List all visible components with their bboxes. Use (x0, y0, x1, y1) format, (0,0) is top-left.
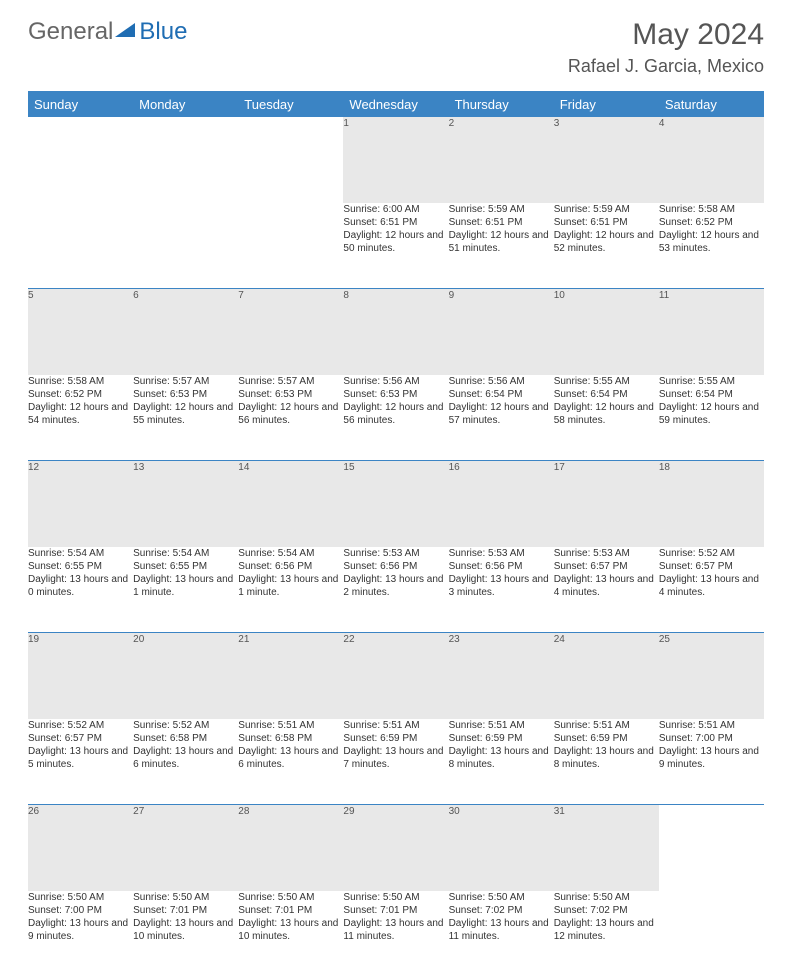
weekday-header: Monday (133, 93, 238, 117)
day-number: 31 (554, 805, 659, 891)
day-number-row: 12131415161718 (28, 461, 764, 547)
day-details-empty (238, 203, 343, 289)
day-details: Sunrise: 5:56 AMSunset: 6:53 PMDaylight:… (343, 375, 448, 461)
day-details: Sunrise: 5:50 AMSunset: 7:01 PMDaylight:… (238, 891, 343, 977)
day-details: Sunrise: 5:50 AMSunset: 7:02 PMDaylight:… (449, 891, 554, 977)
day-details: Sunrise: 5:54 AMSunset: 6:56 PMDaylight:… (238, 547, 343, 633)
day-details: Sunrise: 5:53 AMSunset: 6:56 PMDaylight:… (343, 547, 448, 633)
day-details-row: Sunrise: 5:52 AMSunset: 6:57 PMDaylight:… (28, 719, 764, 805)
day-details-empty (659, 891, 764, 977)
day-details: Sunrise: 5:58 AMSunset: 6:52 PMDaylight:… (659, 203, 764, 289)
day-number: 28 (238, 805, 343, 891)
header: General Blue May 2024 Rafael J. Garcia, … (28, 18, 764, 77)
day-details: Sunrise: 5:59 AMSunset: 6:51 PMDaylight:… (554, 203, 659, 289)
title-block: May 2024 Rafael J. Garcia, Mexico (568, 18, 764, 77)
weekday-header: Sunday (28, 93, 133, 117)
day-number: 9 (449, 289, 554, 375)
logo-text-1: General (28, 18, 113, 46)
day-number: 2 (449, 117, 554, 203)
day-number: 19 (28, 633, 133, 719)
day-details: Sunrise: 5:58 AMSunset: 6:52 PMDaylight:… (28, 375, 133, 461)
day-number: 17 (554, 461, 659, 547)
day-number: 23 (449, 633, 554, 719)
day-details: Sunrise: 5:51 AMSunset: 6:59 PMDaylight:… (554, 719, 659, 805)
day-number: 21 (238, 633, 343, 719)
weekday-header: Tuesday (238, 93, 343, 117)
day-number-empty (28, 117, 133, 203)
day-details: Sunrise: 5:53 AMSunset: 6:56 PMDaylight:… (449, 547, 554, 633)
weekday-header: Wednesday (343, 93, 448, 117)
day-number-row: 19202122232425 (28, 633, 764, 719)
day-number-empty (238, 117, 343, 203)
day-details: Sunrise: 5:57 AMSunset: 6:53 PMDaylight:… (238, 375, 343, 461)
day-number: 30 (449, 805, 554, 891)
day-number: 12 (28, 461, 133, 547)
day-details: Sunrise: 5:52 AMSunset: 6:57 PMDaylight:… (659, 547, 764, 633)
weekday-header: Friday (554, 93, 659, 117)
day-number: 5 (28, 289, 133, 375)
weekday-header: Thursday (449, 93, 554, 117)
day-details: Sunrise: 5:50 AMSunset: 7:00 PMDaylight:… (28, 891, 133, 977)
day-details-row: Sunrise: 5:50 AMSunset: 7:00 PMDaylight:… (28, 891, 764, 977)
day-number-empty (659, 805, 764, 891)
day-number-row: 1234 (28, 117, 764, 203)
day-number: 4 (659, 117, 764, 203)
logo-text-2: Blue (139, 18, 187, 46)
weekday-header-row: SundayMondayTuesdayWednesdayThursdayFrid… (28, 93, 764, 117)
day-details: Sunrise: 5:57 AMSunset: 6:53 PMDaylight:… (133, 375, 238, 461)
day-number: 11 (659, 289, 764, 375)
day-number-row: 262728293031 (28, 805, 764, 891)
day-number: 1 (343, 117, 448, 203)
day-details: Sunrise: 5:54 AMSunset: 6:55 PMDaylight:… (133, 547, 238, 633)
day-details: Sunrise: 5:51 AMSunset: 7:00 PMDaylight:… (659, 719, 764, 805)
day-details: Sunrise: 5:50 AMSunset: 7:01 PMDaylight:… (343, 891, 448, 977)
day-number: 27 (133, 805, 238, 891)
day-details-row: Sunrise: 5:58 AMSunset: 6:52 PMDaylight:… (28, 375, 764, 461)
day-number: 18 (659, 461, 764, 547)
day-number: 13 (133, 461, 238, 547)
day-number: 3 (554, 117, 659, 203)
day-details: Sunrise: 5:50 AMSunset: 7:02 PMDaylight:… (554, 891, 659, 977)
day-number: 22 (343, 633, 448, 719)
day-details-row: Sunrise: 5:54 AMSunset: 6:55 PMDaylight:… (28, 547, 764, 633)
day-number: 25 (659, 633, 764, 719)
day-number: 26 (28, 805, 133, 891)
day-details: Sunrise: 5:55 AMSunset: 6:54 PMDaylight:… (659, 375, 764, 461)
day-details: Sunrise: 5:50 AMSunset: 7:01 PMDaylight:… (133, 891, 238, 977)
day-details-empty (133, 203, 238, 289)
weekday-header: Saturday (659, 93, 764, 117)
day-number: 24 (554, 633, 659, 719)
month-title: May 2024 (568, 18, 764, 52)
day-details: Sunrise: 5:52 AMSunset: 6:57 PMDaylight:… (28, 719, 133, 805)
logo-triangle-icon (115, 18, 137, 46)
day-details-row: Sunrise: 6:00 AMSunset: 6:51 PMDaylight:… (28, 203, 764, 289)
day-details: Sunrise: 6:00 AMSunset: 6:51 PMDaylight:… (343, 203, 448, 289)
day-number: 20 (133, 633, 238, 719)
logo: General Blue (28, 18, 187, 46)
day-details: Sunrise: 5:54 AMSunset: 6:55 PMDaylight:… (28, 547, 133, 633)
day-details: Sunrise: 5:59 AMSunset: 6:51 PMDaylight:… (449, 203, 554, 289)
day-details: Sunrise: 5:51 AMSunset: 6:58 PMDaylight:… (238, 719, 343, 805)
day-number: 16 (449, 461, 554, 547)
day-number-row: 567891011 (28, 289, 764, 375)
day-number: 29 (343, 805, 448, 891)
day-number-empty (133, 117, 238, 203)
day-details-empty (28, 203, 133, 289)
calendar-table: SundayMondayTuesdayWednesdayThursdayFrid… (28, 93, 764, 977)
day-number: 8 (343, 289, 448, 375)
day-number: 7 (238, 289, 343, 375)
day-details: Sunrise: 5:51 AMSunset: 6:59 PMDaylight:… (449, 719, 554, 805)
day-number: 14 (238, 461, 343, 547)
day-details: Sunrise: 5:51 AMSunset: 6:59 PMDaylight:… (343, 719, 448, 805)
day-number: 15 (343, 461, 448, 547)
location: Rafael J. Garcia, Mexico (568, 56, 764, 77)
day-details: Sunrise: 5:55 AMSunset: 6:54 PMDaylight:… (554, 375, 659, 461)
day-details: Sunrise: 5:52 AMSunset: 6:58 PMDaylight:… (133, 719, 238, 805)
day-number: 6 (133, 289, 238, 375)
day-details: Sunrise: 5:53 AMSunset: 6:57 PMDaylight:… (554, 547, 659, 633)
day-details: Sunrise: 5:56 AMSunset: 6:54 PMDaylight:… (449, 375, 554, 461)
day-number: 10 (554, 289, 659, 375)
